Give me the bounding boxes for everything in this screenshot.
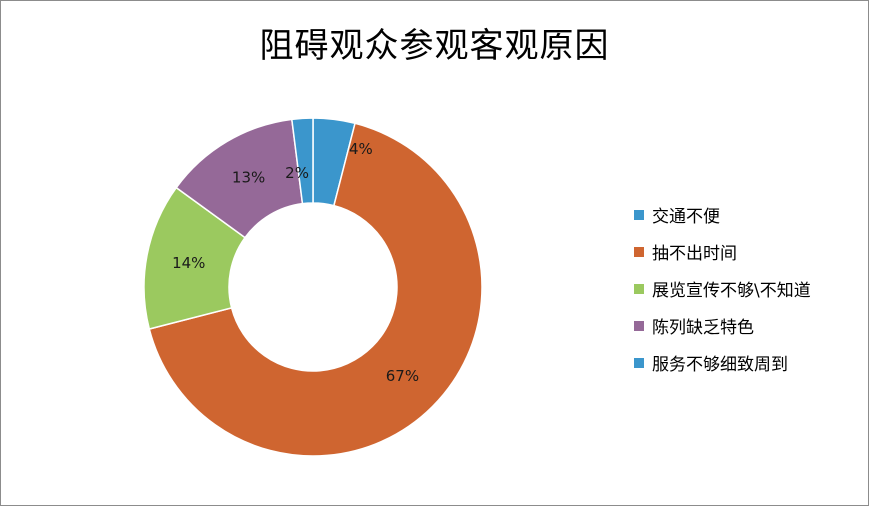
chart-legend: 交通不便 抽不出时间 展览宣传不够\不知道 陈列缺乏特色 服务不够细致周到 (634, 196, 811, 381)
data-label: 13% (232, 169, 265, 187)
legend-label: 展览宣传不够\不知道 (652, 281, 811, 301)
legend-swatch (634, 283, 644, 294)
donut-slice (148, 122, 483, 457)
legend-swatch (634, 357, 644, 368)
legend-swatch (634, 320, 644, 331)
data-label: 2% (285, 164, 309, 182)
donut-slice (290, 117, 314, 205)
legend-item: 展览宣传不够\不知道 (634, 270, 811, 307)
legend-item: 陈列缺乏特色 (634, 307, 811, 344)
data-label: 4% (349, 140, 373, 158)
legend-item: 交通不便 (634, 196, 811, 233)
legend-swatch (634, 209, 644, 220)
data-label: 67% (386, 367, 419, 385)
legend-label: 交通不便 (652, 207, 720, 227)
legend-item: 抽不出时间 (634, 233, 811, 270)
legend-label: 抽不出时间 (652, 244, 737, 264)
data-label: 14% (172, 254, 205, 272)
legend-label: 陈列缺乏特色 (652, 318, 754, 338)
chart-title: 阻碍观众参观客观原因 (259, 26, 610, 66)
legend-item: 服务不够细致周到 (634, 344, 811, 381)
legend-swatch (634, 246, 644, 257)
legend-label: 服务不够细致周到 (652, 355, 788, 375)
